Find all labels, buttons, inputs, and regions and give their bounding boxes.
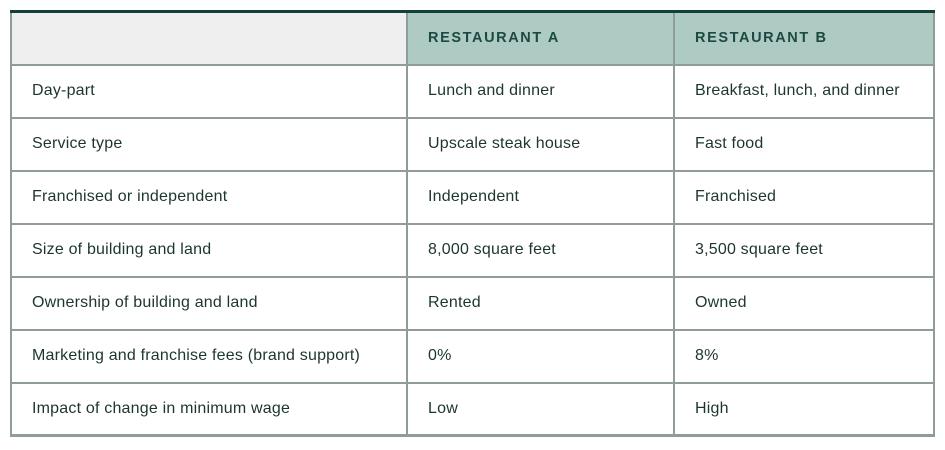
table-row: Service type Upscale steak house Fast food <box>10 116 935 172</box>
table-row: Day-part Lunch and dinner Breakfast, lunch… <box>10 63 935 119</box>
restaurant-b-value-cell: 3,500 square feet <box>673 222 935 278</box>
restaurant-comparison-table: RESTAURANT A RESTAURANT B Day-part Lunch … <box>10 10 935 437</box>
row-label-cell: Service type <box>10 116 408 172</box>
restaurant-b-value-cell: Owned <box>673 275 935 331</box>
table-row: Ownership of building and land Rented Owne… <box>10 275 935 331</box>
restaurant-b-value-cell: High <box>673 381 935 437</box>
restaurant-b-value-cell: Franchised <box>673 169 935 225</box>
row-label-cell: Marketing and franchise fees (brand supp… <box>10 328 408 384</box>
column-header-restaurant-a: RESTAURANT A <box>406 10 675 66</box>
restaurant-b-value-cell: 8% <box>673 328 935 384</box>
row-label-cell: Franchised or independent <box>10 169 408 225</box>
row-label-cell: Ownership of building and land <box>10 275 408 331</box>
comparison-table-container: RESTAURANT A RESTAURANT B Day-part Lunch … <box>10 10 935 437</box>
restaurant-a-value-cell: 8,000 square feet <box>406 222 675 278</box>
table-row: Impact of change in minimum wage Low High <box>10 381 935 437</box>
table-header: RESTAURANT A RESTAURANT B <box>10 10 935 66</box>
restaurant-b-value-cell: Breakfast, lunch, and dinner <box>673 63 935 119</box>
row-label-cell: Day-part <box>10 63 408 119</box>
row-label-cell: Size of building and land <box>10 222 408 278</box>
restaurant-a-value-cell: Upscale steak house <box>406 116 675 172</box>
restaurant-b-value-cell: Fast food <box>673 116 935 172</box>
row-label-cell: Impact of change in minimum wage <box>10 381 408 437</box>
restaurant-a-value-cell: Low <box>406 381 675 437</box>
table-row: Marketing and franchise fees (brand supp… <box>10 328 935 384</box>
restaurant-a-value-cell: Lunch and dinner <box>406 63 675 119</box>
table-row: Franchised or independent Independent Fran… <box>10 169 935 225</box>
table-row: Size of building and land 8,000 square fe… <box>10 222 935 278</box>
restaurant-a-value-cell: Independent <box>406 169 675 225</box>
header-row: RESTAURANT A RESTAURANT B <box>10 10 935 66</box>
restaurant-a-value-cell: 0% <box>406 328 675 384</box>
table-body: Day-part Lunch and dinner Breakfast, lunch… <box>10 63 935 437</box>
restaurant-a-value-cell: Rented <box>406 275 675 331</box>
header-corner-cell <box>10 10 408 66</box>
column-header-restaurant-b: RESTAURANT B <box>673 10 935 66</box>
